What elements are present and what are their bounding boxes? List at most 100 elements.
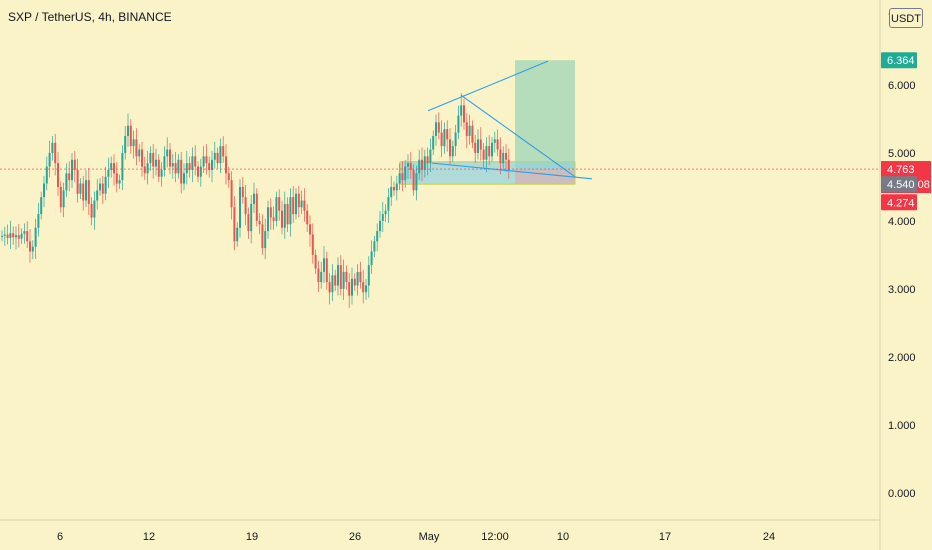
candle-body bbox=[57, 163, 59, 187]
entry-zone-border bbox=[399, 161, 576, 185]
candle-body bbox=[247, 214, 250, 232]
candle-body bbox=[387, 197, 390, 211]
candle-body bbox=[404, 166, 407, 181]
candle-body bbox=[331, 275, 334, 293]
position-zones bbox=[399, 60, 576, 185]
candle-body bbox=[17, 235, 20, 239]
current-price-label: 4.763 bbox=[887, 164, 915, 176]
target-zone bbox=[515, 60, 575, 170]
candle-body bbox=[429, 149, 432, 164]
candle-body bbox=[370, 251, 373, 266]
candle-body bbox=[365, 285, 367, 293]
candle-body bbox=[353, 278, 356, 286]
candle-body bbox=[233, 207, 236, 242]
time-tick-label: 6 bbox=[57, 531, 63, 543]
candle-body bbox=[306, 210, 309, 225]
candle-body bbox=[449, 139, 451, 157]
trendlines[interactable] bbox=[427, 60, 593, 180]
price-tick-label: 4.000 bbox=[888, 216, 916, 228]
time-tick-label: May bbox=[419, 531, 440, 543]
candle-body bbox=[253, 193, 255, 204]
candle-body bbox=[362, 282, 365, 293]
candle-body bbox=[26, 231, 29, 242]
candle-body bbox=[219, 146, 222, 164]
candle-body bbox=[297, 193, 300, 208]
candle-body bbox=[303, 200, 306, 211]
candle-body bbox=[222, 146, 225, 157]
candle-body bbox=[104, 176, 107, 194]
candle-body bbox=[477, 139, 479, 153]
candle-body bbox=[451, 146, 454, 157]
candle-body bbox=[507, 159, 510, 170]
trendline[interactable] bbox=[460, 94, 576, 178]
candle-body bbox=[275, 197, 278, 221]
candle-body bbox=[79, 183, 82, 194]
time-axis[interactable]: 6 12 19 26 May 12:00 10 17 24 bbox=[57, 531, 775, 543]
candle-body bbox=[225, 156, 227, 174]
candle-body bbox=[325, 258, 328, 283]
candle-body bbox=[440, 132, 443, 147]
currency-button[interactable]: USDT bbox=[889, 8, 923, 28]
candle-body bbox=[272, 217, 275, 221]
candle-body bbox=[418, 159, 421, 174]
candle-body bbox=[474, 142, 477, 153]
candle-body bbox=[54, 142, 57, 164]
stop-price-label-bg bbox=[881, 194, 917, 211]
candle-body bbox=[183, 173, 185, 184]
candle-body bbox=[239, 186, 241, 228]
chart-title: SXP / TetherUS, 4h, BINANCE bbox=[8, 10, 172, 24]
candle-body bbox=[351, 278, 353, 296]
candle-body bbox=[267, 207, 269, 232]
candle-body bbox=[384, 210, 387, 215]
candle-body bbox=[460, 105, 463, 116]
candle-body bbox=[171, 163, 174, 167]
candle-body bbox=[379, 220, 381, 232]
candle-body bbox=[169, 149, 171, 167]
candle-body bbox=[157, 159, 160, 177]
candle-body bbox=[339, 265, 342, 289]
time-tick-label: 19 bbox=[246, 531, 258, 543]
price-tick-label: 1.000 bbox=[888, 420, 916, 432]
candle-body bbox=[93, 200, 96, 218]
candle-body bbox=[342, 271, 345, 289]
candle-body bbox=[48, 152, 51, 167]
candle-body bbox=[180, 159, 183, 184]
target-price-label-bg bbox=[881, 52, 917, 69]
candle-body bbox=[314, 254, 317, 269]
stop-price-label: 4.274 bbox=[887, 197, 915, 209]
candle-body bbox=[317, 268, 320, 283]
candle-body bbox=[278, 197, 281, 211]
candle-body bbox=[415, 173, 418, 191]
candle-body bbox=[127, 125, 129, 136]
candle-body bbox=[29, 241, 31, 252]
candle-body bbox=[113, 163, 115, 174]
candle-body bbox=[423, 156, 426, 170]
candle-body bbox=[421, 159, 423, 170]
candle-body bbox=[457, 115, 460, 133]
trendline[interactable] bbox=[427, 60, 549, 112]
candle-body bbox=[163, 156, 166, 170]
candle-body bbox=[188, 163, 191, 170]
candle-body bbox=[337, 265, 339, 286]
candle-body bbox=[376, 231, 379, 242]
candle-body bbox=[435, 122, 437, 136]
candle-body bbox=[356, 271, 359, 286]
candle-body bbox=[345, 271, 348, 283]
candle-body bbox=[241, 186, 244, 198]
time-tick-label: 12 bbox=[143, 531, 155, 543]
candle-body bbox=[283, 203, 286, 228]
candle-body bbox=[85, 180, 87, 201]
candle-body bbox=[395, 183, 398, 191]
candle-body bbox=[505, 152, 507, 160]
candle-body bbox=[15, 235, 17, 238]
candle-body bbox=[443, 129, 446, 147]
candle-body bbox=[491, 142, 493, 157]
candle-body bbox=[118, 180, 121, 184]
candle-body bbox=[143, 166, 146, 174]
candle-body bbox=[129, 125, 132, 147]
trendline[interactable] bbox=[431, 162, 593, 180]
price-tick-label: 3.000 bbox=[888, 284, 916, 296]
candle-body bbox=[300, 200, 303, 208]
